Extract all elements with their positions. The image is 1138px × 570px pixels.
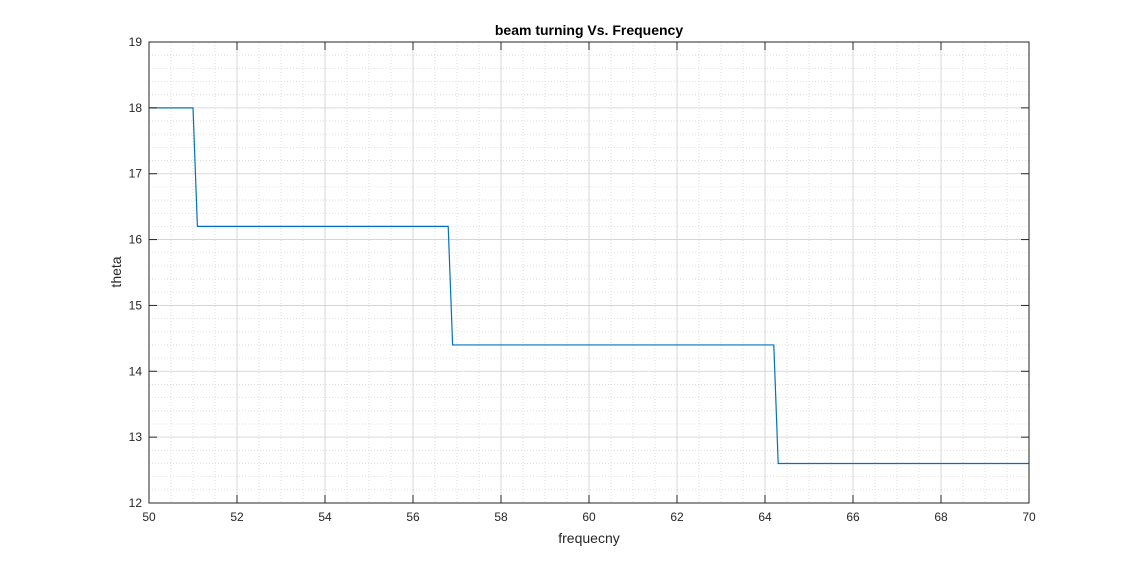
- y-tick-label: 16: [129, 233, 143, 247]
- y-tick-label: 17: [129, 167, 143, 181]
- x-tick-label: 68: [934, 510, 948, 524]
- x-tick-label: 70: [1022, 510, 1036, 524]
- y-tick-label: 14: [129, 364, 143, 378]
- x-tick-label: 62: [670, 510, 684, 524]
- x-tick-label: 58: [494, 510, 508, 524]
- y-tick-label: 15: [129, 298, 143, 312]
- x-tick-label: 52: [230, 510, 244, 524]
- series-layer: [149, 107, 1029, 465]
- x-tick-label: 64: [758, 510, 772, 524]
- x-tick-label: 54: [318, 510, 332, 524]
- y-tick-label: 19: [129, 35, 143, 49]
- y-tick-label: 18: [129, 101, 143, 115]
- y-tick-label: 12: [129, 496, 143, 510]
- chart-title: beam turning Vs. Frequency: [495, 22, 683, 38]
- x-axis-label: frequecny: [558, 530, 619, 546]
- y-tick-label: 13: [129, 430, 143, 444]
- y-axis-label: theta: [108, 256, 124, 287]
- tick-marks: [148, 41, 1030, 504]
- x-tick-label: 50: [142, 510, 156, 524]
- x-tick-label: 60: [582, 510, 596, 524]
- x-tick-label: 66: [846, 510, 860, 524]
- series-line-0: [149, 107, 1029, 465]
- x-tick-labels: 50 52 54 56 58 60 62 64 66 68 70: [142, 510, 1036, 524]
- x-tick-label: 56: [406, 510, 420, 524]
- y-tick-labels: 12 13 14 15 16 17 18 19: [129, 35, 143, 510]
